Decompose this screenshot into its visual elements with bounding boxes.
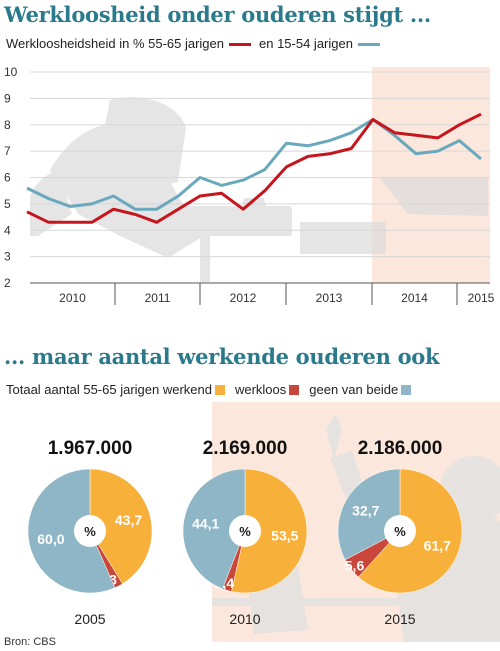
y-tick-label: 3 [4,250,11,264]
legend-swatch-red [229,43,251,47]
x-tick-label: 2012 [230,291,257,305]
pie-year: 2010 [229,611,260,627]
pie-2015: 61,7 5,6 32,7% 2.186.000 2015 [337,438,463,627]
pie-year: 2015 [384,611,415,627]
series-lines [26,112,482,224]
pie-total: 1.967.000 [48,438,133,459]
pie-slice [89,468,153,585]
x-tick-label: 2013 [316,291,343,305]
x-tick-label: 2011 [145,291,171,305]
pie-groups: 43,72,360,0%1.967.000200553,52,444,1%2.1… [27,438,463,627]
y-tick-label: 10 [4,65,18,79]
slice-label: 61,7 [424,537,451,553]
bottom-title: ... maar aantal werkende ouderen ook [4,344,440,369]
y-tick-label: 2 [4,276,11,290]
y-tick-label: 4 [4,223,11,237]
background-photo [30,97,488,282]
slice-label: 44,1 [192,516,219,532]
slice-label: 32,7 [352,502,379,518]
line-legend: Werkloosheidsheid in % 55-65 jarigen en 1… [6,36,388,51]
y-tick-label: 7 [4,144,11,158]
source-note: Bron: CBS [4,636,56,648]
legend-label-unemployed: werkloos [234,382,287,397]
slice-label: 5,6 [345,558,365,574]
pie-center-label: % [239,524,251,539]
slice-label: 60,0 [37,531,64,547]
pie-center-label: % [84,524,96,539]
slice-label: 43,7 [115,512,142,528]
legend-label-older: Werkloosheidsheid in % 55-65 jarigen [6,36,224,51]
pie-center-label: % [394,524,406,539]
pie-slice [337,468,401,561]
x-tick-label: 2010 [59,291,86,305]
pie-total: 2.186.000 [358,438,443,459]
pie-slice [27,468,116,594]
legend-label-working: Totaal aantal 55-65 jarigen werkend [6,382,212,397]
pie-charts: 43,72,360,0%1.967.000200553,52,444,1%2.1… [27,402,500,642]
pie-hole [229,515,261,547]
series-line [26,118,482,211]
pie-hole [74,515,106,547]
pie-total: 2.169.000 [203,438,288,459]
x-axis: 2010 2011 2012 2013 2014 2015 [30,282,495,305]
y-gridlines [30,71,490,258]
legend-swatch-unemployed [289,385,300,395]
y-tick-label: 6 [4,171,11,185]
y-tick-label: 8 [4,118,11,132]
x-tick-label: 2014 [401,291,428,305]
legend-swatch-working [214,385,225,395]
pie-legend: Totaal aantal 55-65 jarigen werkend werkl… [6,382,421,397]
series-line [26,112,482,224]
slice-label: 53,5 [271,527,298,543]
y-tick-label: 9 [4,91,11,105]
pie-hole [384,515,416,547]
y-tick-label: 5 [4,197,11,211]
y-tick-labels: 2 3 4 5 6 7 8 9 10 [4,65,18,290]
pie-year: 2005 [74,611,105,627]
highlight-band [372,67,490,283]
legend-swatch-blue [357,43,380,47]
pie-slice [182,468,246,590]
pie-slice [231,468,308,594]
line-chart: 2 3 4 5 6 7 8 9 10 2010 2011 2012 2013 2014 2015 [4,65,495,305]
legend-label-neither: geen van beide [309,382,399,397]
top-title: Werkloosheid onder ouderen stijgt ... [4,2,431,27]
x-tick-label: 2015 [468,291,495,305]
legend-swatch-neither [401,385,412,395]
legend-label-younger: en 15-54 jarigen [259,36,353,51]
